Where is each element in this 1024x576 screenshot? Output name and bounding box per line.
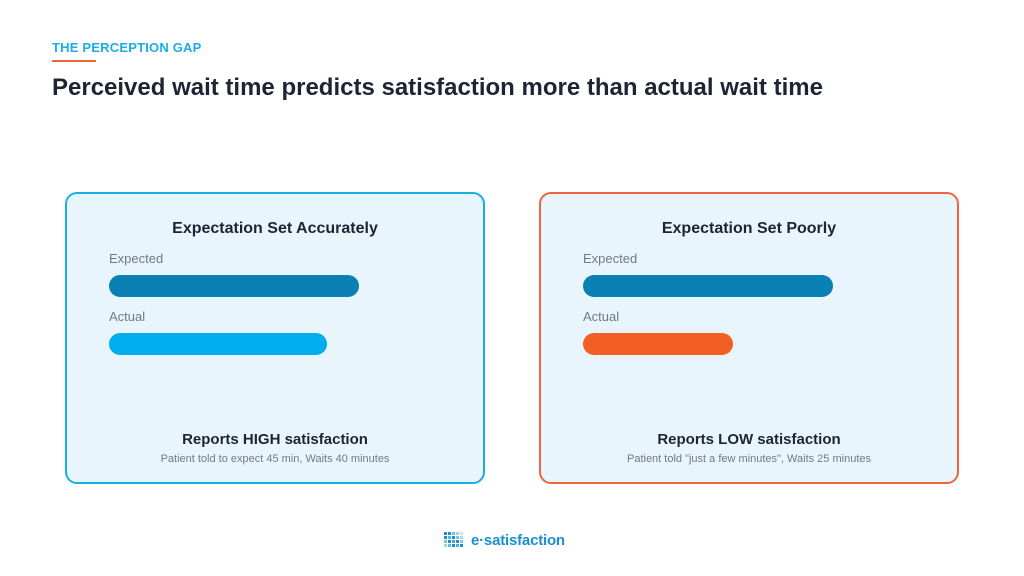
expected-bar [583, 275, 833, 297]
result-text: Reports HIGH satisfaction [182, 431, 368, 448]
card-title: Expectation Set Poorly [661, 220, 837, 237]
actual-bar [109, 333, 327, 355]
detail-text: Patient told to expect 45 min, Waits 40 … [160, 453, 390, 465]
card-accurate-expectation: Expectation Set Accurately Expected Actu… [65, 192, 485, 484]
brand-name: e·satisfaction [471, 531, 565, 549]
card-poor-expectation: Expectation Set Poorly Expected Actual R… [539, 192, 959, 484]
card-title: Expectation Set Accurately [172, 220, 378, 237]
eyebrow-label: THE PERCEPTION GAP [52, 40, 202, 55]
actual-label: Actual [583, 309, 620, 324]
expected-label: Expected [109, 251, 164, 266]
result-text: Reports LOW satisfaction [657, 431, 841, 448]
expected-bar [109, 275, 359, 297]
expected-label: Expected [583, 251, 638, 266]
actual-bar [583, 333, 733, 355]
detail-text: Patient told "just a few minutes", Waits… [626, 453, 871, 465]
e-satisfaction-logo-icon [444, 532, 463, 547]
brand-logo: e·satisfaction [444, 530, 565, 550]
eyebrow-divider [52, 60, 96, 62]
actual-label: Actual [109, 309, 146, 324]
page-title: Perceived wait time predicts satisfactio… [52, 74, 823, 101]
